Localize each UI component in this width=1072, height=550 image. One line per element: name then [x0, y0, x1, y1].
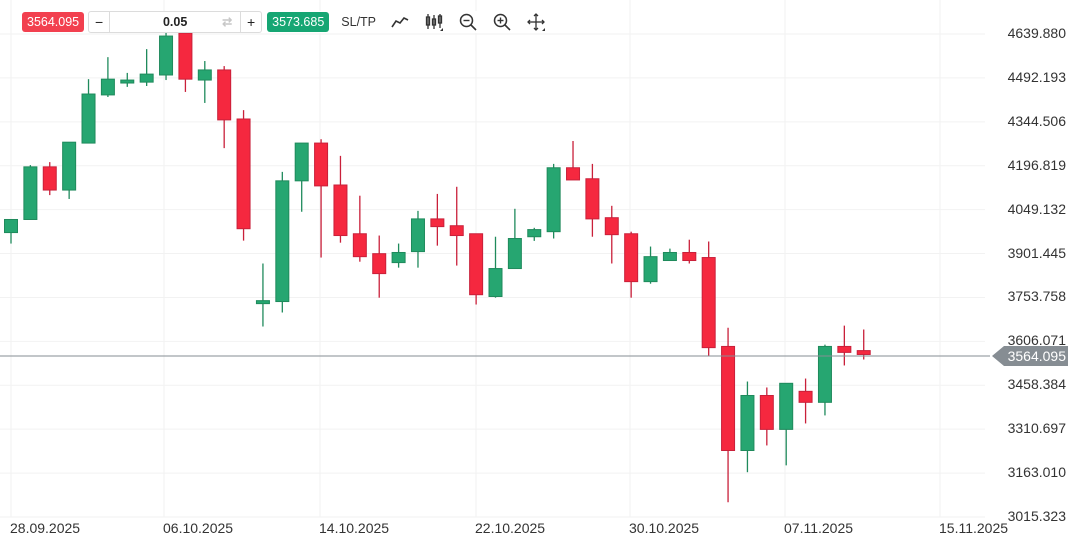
quantity-stepper[interactable]: − 0.05 ⇄ + [88, 11, 263, 33]
candle[interactable] [469, 233, 484, 305]
candle[interactable] [798, 378, 813, 424]
candle[interactable] [120, 72, 135, 87]
candle[interactable] [585, 163, 600, 237]
candle[interactable] [372, 235, 387, 298]
sl-tp-button[interactable]: SL/TP [341, 15, 377, 29]
candle[interactable] [624, 231, 639, 298]
date-axis-label: 07.11.2025 [784, 520, 854, 536]
candle[interactable] [527, 227, 542, 241]
price-axis-label: 4639.880 [1007, 25, 1066, 41]
price-axis-label: 4492.193 [1007, 68, 1066, 85]
date-axis-label: 30.10.2025 [629, 520, 700, 536]
last-price-tag: 3564.095 [991, 346, 1068, 366]
candle[interactable] [4, 218, 18, 244]
candle[interactable] [507, 208, 522, 270]
price-axis-label: 4049.132 [1007, 200, 1066, 217]
candlestick-chart-icon[interactable] [424, 12, 444, 32]
candle[interactable] [682, 239, 697, 264]
candle[interactable] [779, 382, 794, 466]
candle[interactable] [604, 205, 619, 264]
candle[interactable] [566, 140, 581, 181]
candle[interactable] [430, 193, 445, 246]
candle[interactable] [62, 141, 77, 199]
candle[interactable] [81, 79, 96, 144]
candle[interactable] [721, 327, 736, 503]
price-axis-label: 3310.697 [1007, 420, 1066, 437]
zoom-out-icon[interactable] [458, 12, 478, 32]
decrease-quantity-button[interactable]: − [89, 12, 111, 32]
candle[interactable] [100, 57, 115, 97]
price-axis-label: 3606.071 [1007, 332, 1066, 349]
price-axis-label: 3901.445 [1007, 244, 1066, 261]
quantity-input[interactable]: 0.05 ⇄ [110, 12, 240, 32]
price-axis-label: 3015.323 [1007, 508, 1066, 524]
date-axis-label: 28.09.2025 [10, 520, 81, 536]
candle[interactable] [23, 165, 38, 220]
price-axis-label: 4344.506 [1007, 112, 1066, 129]
candle[interactable] [197, 61, 212, 103]
candle[interactable] [42, 162, 57, 196]
candle[interactable] [410, 210, 425, 268]
candle[interactable] [643, 246, 658, 284]
trade-toolbar: 3564.095 − 0.05 ⇄ + 3573.685 SL/TP [22, 11, 547, 33]
candle[interactable] [217, 66, 232, 149]
candle[interactable] [391, 243, 406, 268]
candle[interactable] [255, 263, 270, 327]
line-chart-icon[interactable] [390, 12, 410, 32]
candle[interactable] [488, 236, 503, 298]
price-axis-label: 3163.010 [1007, 464, 1066, 481]
candle[interactable] [449, 186, 464, 266]
candle[interactable] [856, 329, 871, 360]
price-axis-label: 3753.758 [1007, 288, 1066, 305]
candle[interactable] [333, 155, 348, 243]
candle[interactable] [294, 142, 309, 212]
price-axis-label: 4196.819 [1007, 156, 1066, 173]
zoom-in-icon[interactable] [492, 12, 512, 32]
buy-price-button[interactable]: 3573.685 [267, 12, 330, 32]
swap-icon[interactable]: ⇄ [222, 15, 233, 29]
candle[interactable] [740, 381, 755, 473]
date-axis-label: 22.10.2025 [475, 520, 546, 536]
candle[interactable] [759, 387, 774, 446]
candle[interactable] [662, 248, 677, 262]
candle[interactable] [546, 163, 561, 239]
date-axis-label: 06.10.2025 [163, 520, 234, 536]
candle[interactable] [314, 139, 329, 258]
candle[interactable] [817, 344, 832, 416]
date-axis-label: 15.11.2025 [939, 520, 1009, 536]
candle[interactable] [178, 32, 193, 92]
candle[interactable] [701, 241, 716, 356]
candle[interactable] [139, 49, 154, 86]
price-axis-label: 3458.384 [1007, 376, 1066, 393]
candle[interactable] [352, 195, 367, 262]
increase-quantity-button[interactable]: + [240, 12, 261, 32]
candle[interactable] [159, 32, 174, 81]
sell-price-button[interactable]: 3564.095 [22, 12, 85, 32]
candle[interactable] [837, 325, 852, 366]
quantity-value: 0.05 [162, 15, 188, 29]
candle[interactable] [275, 171, 290, 313]
candle[interactable] [236, 110, 251, 241]
date-axis-label: 14.10.2025 [319, 520, 390, 536]
pan-move-icon[interactable] [526, 12, 546, 32]
